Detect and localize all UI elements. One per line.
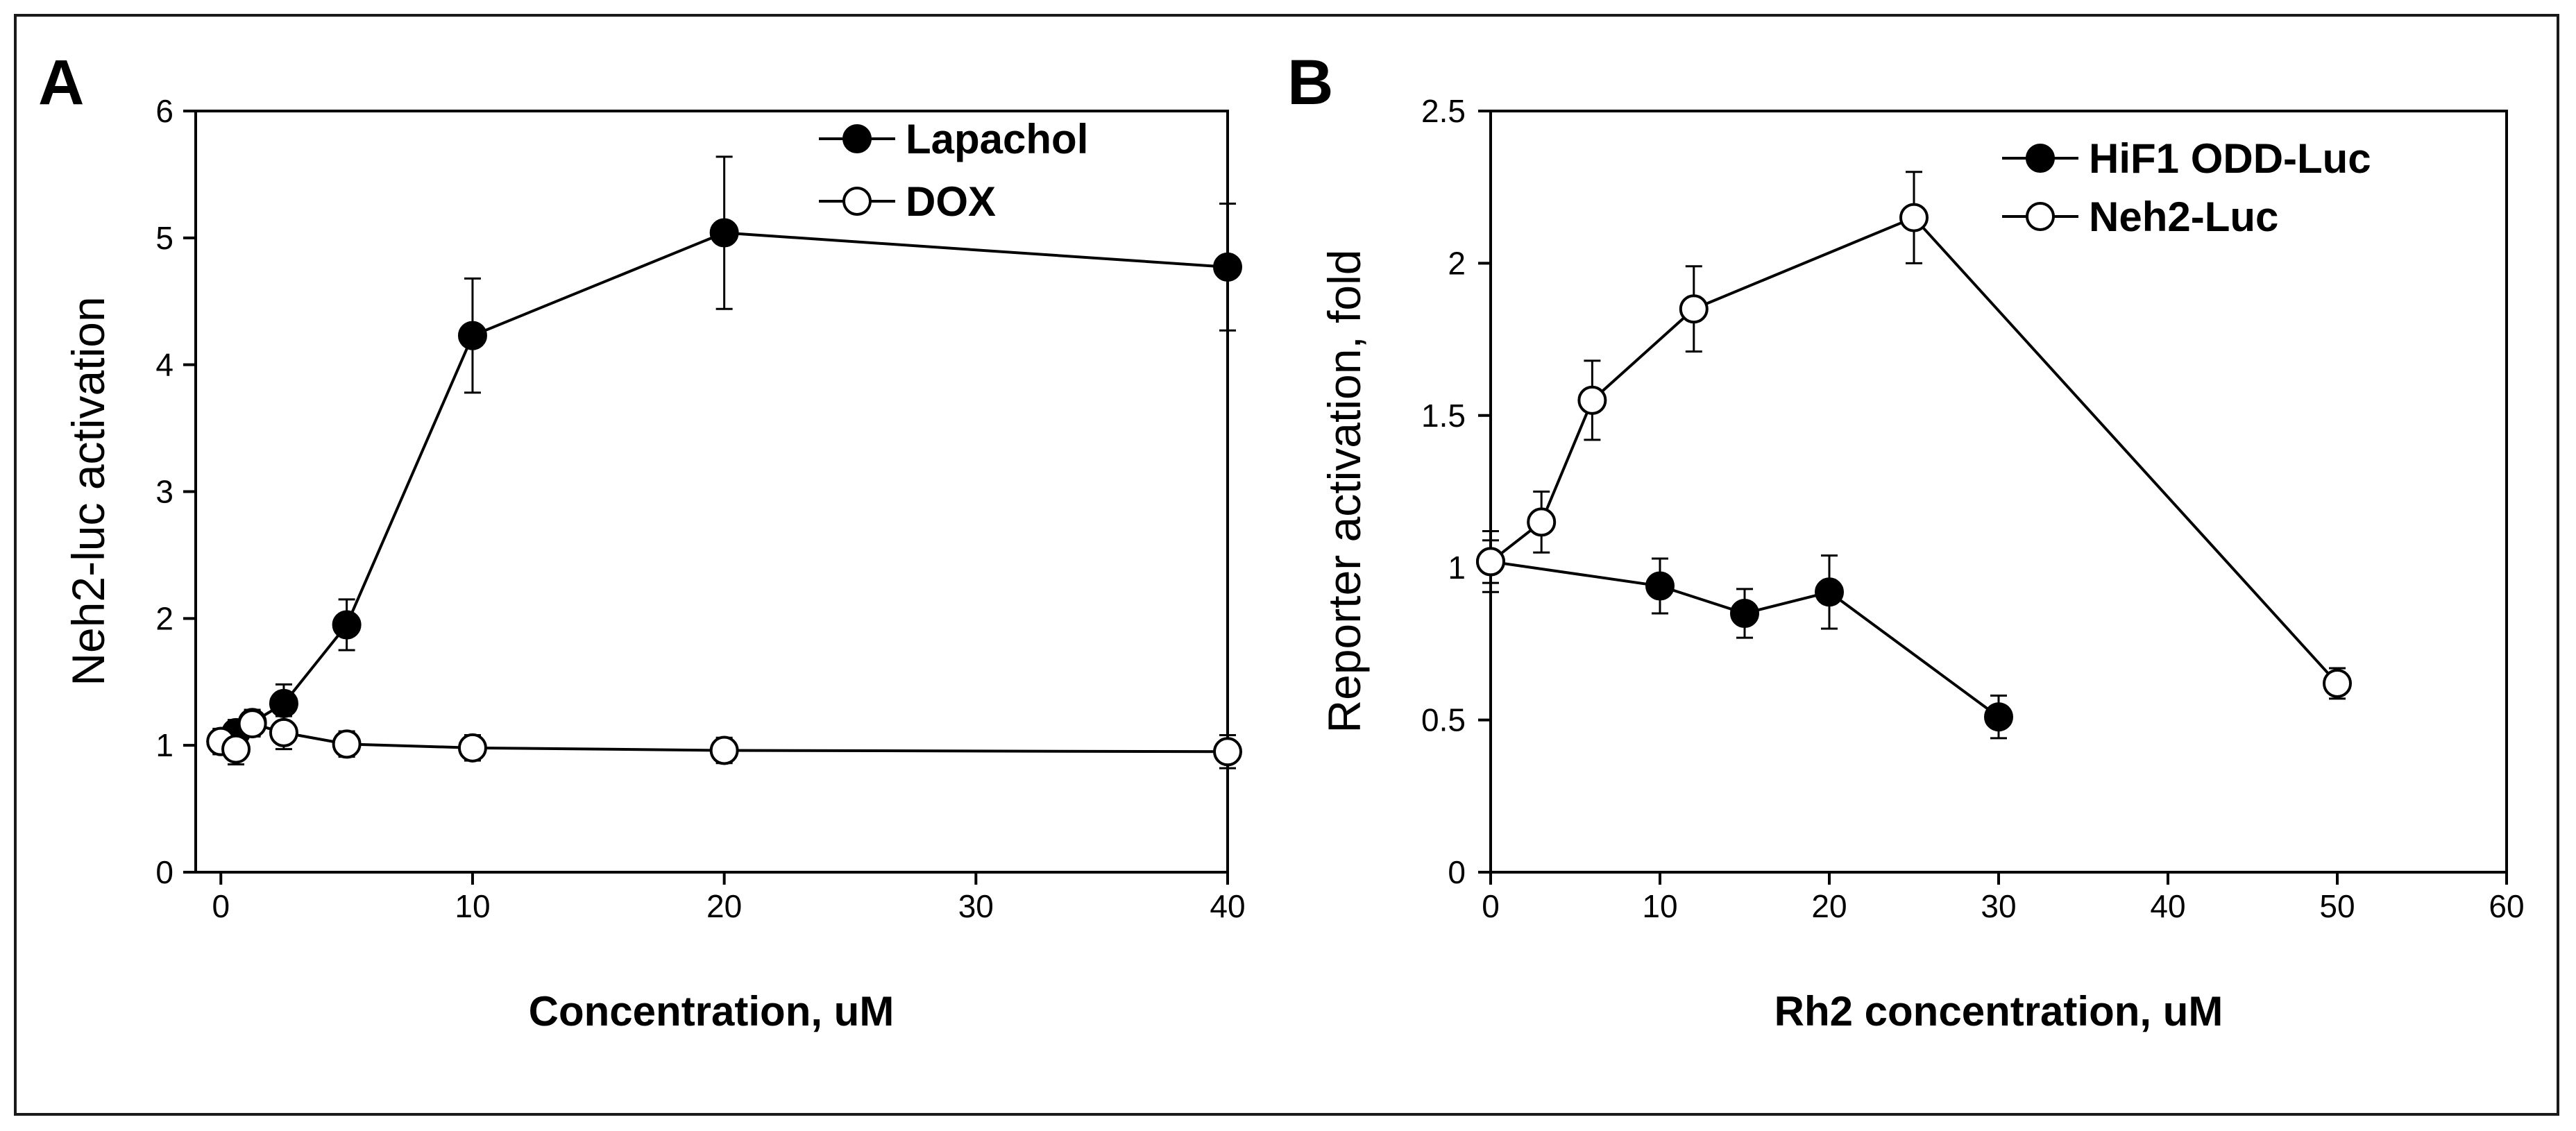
legend-label: Neh2-Luc (2089, 194, 2278, 240)
data-point (1815, 577, 1844, 607)
panel-letter-b: B (1287, 47, 1333, 118)
data-point (709, 735, 739, 765)
panel-b: B 0 0.5 1 1.5 2 2.5 0 10 20 30 40 50 60 Rh2 concentrat… (1287, 47, 2525, 1035)
data-point (269, 717, 298, 747)
series-line (1489, 216, 2339, 685)
series-lapachol (206, 155, 1242, 756)
legend-marker (2026, 202, 2055, 231)
legend-marker (842, 187, 872, 216)
legend-marker (842, 124, 872, 153)
legend-label: HiF1 ODD-Luc (2089, 135, 2371, 182)
data-point (1577, 385, 1607, 415)
data-point (1899, 203, 1929, 232)
figure-frame (14, 14, 2559, 1116)
x-axis-title: Concentration, uM (529, 988, 895, 1035)
data-point (1213, 737, 1242, 767)
y-tick-label: 2 (155, 600, 173, 636)
y-axis-title: Neh2-luc activation (62, 296, 114, 686)
x-tick-label: 40 (2150, 888, 2185, 924)
y-tick-label: 3 (155, 474, 173, 510)
series-line (1490, 560, 2000, 718)
data-point (1476, 547, 1505, 577)
x-tick-label: 30 (1981, 888, 2016, 924)
x-tick-label: 60 (2489, 888, 2524, 924)
y-tick-label: 4 (155, 347, 173, 383)
data-point (237, 709, 267, 739)
series-hif1-odd-luc (1476, 539, 2013, 740)
data-point (1527, 507, 1557, 537)
panel-letter-a: A (38, 47, 84, 118)
y-tick-label: 1 (155, 727, 173, 763)
data-point (709, 218, 739, 248)
data-point (1213, 252, 1242, 282)
y-tick-label: 5 (155, 220, 173, 256)
y-tick-label: 0.5 (1421, 702, 1466, 738)
data-point (269, 688, 298, 718)
data-point (1679, 294, 1709, 324)
x-tick-label: 10 (455, 888, 490, 924)
data-point (457, 733, 487, 763)
y-tick-label: 1.5 (1421, 398, 1466, 434)
x-tick-label: 0 (212, 888, 230, 924)
y-tick-label: 2 (1448, 245, 1466, 281)
x-tick-label: 30 (958, 888, 994, 924)
x-tick-label: 0 (1482, 888, 1500, 924)
x-axis-title: Rh2 concentration, uM (1774, 988, 2223, 1035)
data-point (221, 734, 251, 764)
y-axis-title: Reporter activation, fold (1319, 249, 1370, 733)
x-tick-label: 50 (2319, 888, 2355, 924)
x-tick-label: 20 (1811, 888, 1847, 924)
y-tick-label: 1 (1448, 550, 1466, 586)
y-tick-label: 0 (1448, 854, 1466, 890)
y-tick-label: 6 (155, 93, 173, 129)
y-tick-label: 0 (155, 854, 173, 890)
legend-label: Lapachol (906, 116, 1088, 162)
data-point (1984, 702, 2013, 732)
data-point (2323, 668, 2352, 698)
plot-frame (1489, 110, 2508, 874)
x-tick-label: 40 (1210, 888, 1245, 924)
series-neh2-luc (1476, 171, 2352, 700)
series-dox (206, 709, 1242, 769)
x-tick-label: 10 (1642, 888, 1677, 924)
legend-marker (2026, 144, 2055, 173)
data-point (457, 321, 487, 350)
data-point (1730, 599, 1759, 629)
data-point (1645, 571, 1675, 601)
data-point (332, 610, 362, 640)
data-point (332, 729, 362, 759)
y-tick-label: 2.5 (1421, 93, 1466, 129)
legend-label: DOX (906, 178, 996, 225)
panel-a: A 0 1 2 3 4 5 6 0 10 20 30 40 Concentration, uM Neh2-l… (38, 47, 1246, 1035)
x-tick-label: 20 (706, 888, 742, 924)
